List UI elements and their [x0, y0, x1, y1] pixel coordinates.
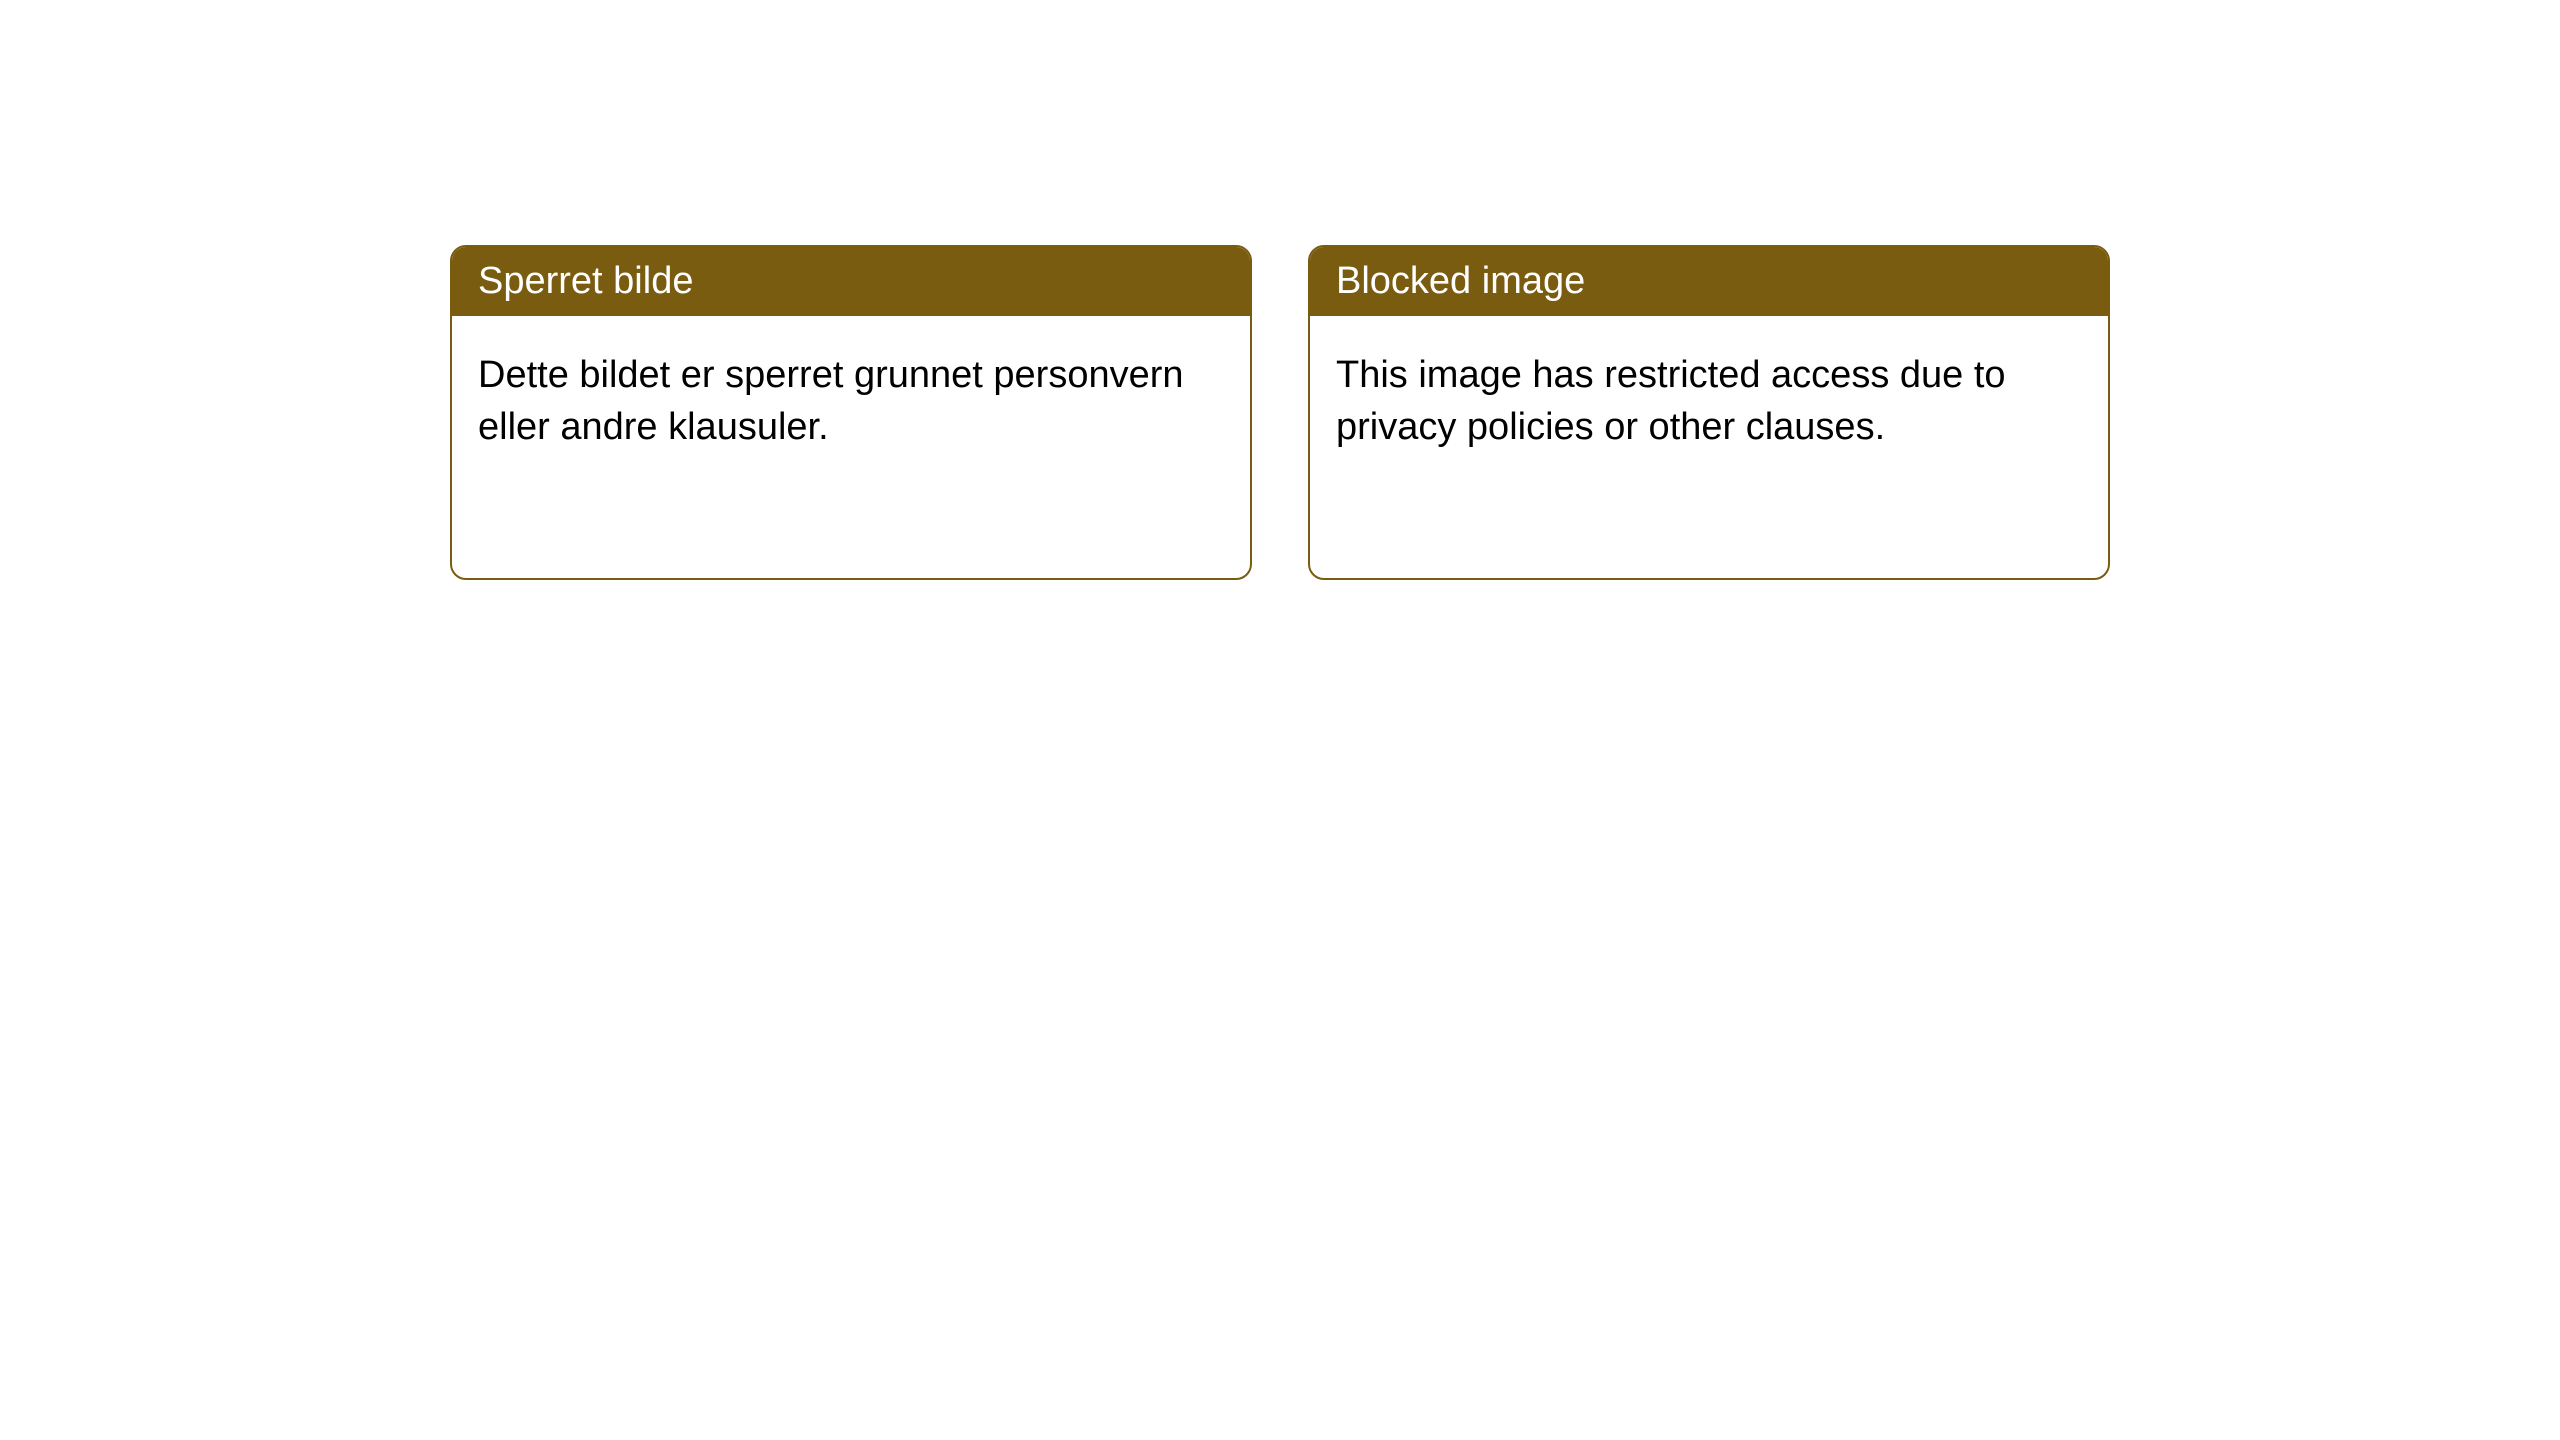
notice-card-title-no: Sperret bilde [452, 247, 1250, 316]
notice-card-title-en: Blocked image [1310, 247, 2108, 316]
notice-card-no: Sperret bilde Dette bildet er sperret gr… [450, 245, 1252, 580]
notice-card-en: Blocked image This image has restricted … [1308, 245, 2110, 580]
notice-container: Sperret bilde Dette bildet er sperret gr… [450, 245, 2110, 580]
notice-card-body-no: Dette bildet er sperret grunnet personve… [452, 316, 1250, 487]
notice-card-body-en: This image has restricted access due to … [1310, 316, 2108, 487]
